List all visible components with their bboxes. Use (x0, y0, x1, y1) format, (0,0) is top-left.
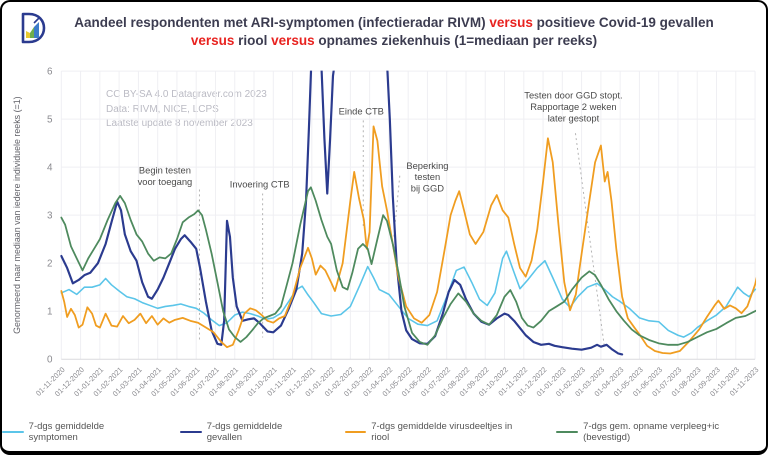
annotation-label-invoering-ctb: Invoering CTB (230, 180, 290, 190)
series-line-riool (60, 125, 757, 355)
legend-label-symptomen: 7-dgs gemiddelde symptomen (28, 421, 105, 443)
chart-legend: 7-dgs gemiddelde symptomen 7-dgs gemiddel… (2, 421, 766, 443)
legend-swatch-symptomen (2, 430, 24, 434)
annotation-label-begin-testen-voor-toegang: Begin testen voor toegang (138, 166, 193, 187)
annotation-label-einde-ctb: Einde CTB (339, 106, 384, 116)
title-segment: opnames ziekenhuis (1=mediaan per reeks) (314, 32, 598, 48)
watermark-updated: Laatste update 8 november 2023 (106, 118, 253, 129)
y-tick-label: 6 (47, 67, 53, 78)
title-segment: positieve Covid-19 gevallen (532, 15, 714, 30)
legend-swatch-riool (344, 430, 367, 434)
legend-item-gevallen: 7-dgs gemiddelde gevallen (180, 421, 319, 443)
y-tick-label: 0 (47, 355, 53, 366)
y-axis-labels: 0 1 2 3 4 5 6 (47, 67, 53, 366)
x-axis-labels: 01-11-202001-12-202001-01-202101-02-2021… (34, 365, 760, 398)
title-versus-word: versus (489, 15, 533, 30)
y-tick-label: 5 (47, 115, 53, 126)
series-line-symptomen (60, 250, 757, 338)
legend-swatch-gevallen (180, 430, 202, 434)
legend-swatch-opnames (556, 430, 579, 434)
title-versus-word: versus (271, 32, 315, 48)
title-segment: riool (234, 32, 272, 48)
annotations: Begin testen voor toegang Invoering CTB Ein… (138, 91, 623, 345)
legend-item-opnames: 7-dgs gem. opname verpleeg+ic (bevestigd… (556, 421, 766, 443)
watermark-license: CC BY-SA 4.0 Datagraver.com 2023 (106, 89, 267, 100)
y-axis-title: Genormeerd naar mediaan van iedere indiv… (12, 96, 22, 334)
title-versus-word: versus (190, 32, 235, 48)
gridlines (60, 70, 756, 360)
y-tick-label: 4 (47, 163, 53, 174)
chart-title: Aandeel respondenten met ARI-symptomen (… (74, 14, 714, 50)
series-lines (60, 70, 757, 356)
legend-label-gevallen: 7-dgs gemiddelde gevallen (206, 421, 283, 443)
legend-label-riool: 7-dgs gemiddelde virusdeeltjes in riool (371, 421, 513, 443)
watermark-sources: Data: RIVM, NICE, LCPS (106, 103, 219, 115)
datagraver-logo-icon (21, 12, 46, 44)
watermark-credits: CC BY-SA 4.0 Datagraver.com 2023 Data: R… (106, 88, 267, 132)
legend-item-riool: 7-dgs gemiddelde virusdeeltjes in riool (344, 421, 531, 443)
annotation-line-testen-door-ggd-stopt (574, 133, 605, 345)
y-tick-label: 3 (47, 211, 53, 222)
legend-label-opnames: 7-dgs gem. opname verpleeg+ic (bevestigd… (583, 421, 720, 443)
title-segment: Aandeel respondenten met ARI-symptomen (… (74, 15, 490, 30)
y-tick-label: 1 (47, 307, 52, 318)
annotation-label-testen-door-ggd-stopt: Testen door GGD stopt. Rapportage 2 weken… (524, 91, 622, 124)
annotation-label-beperking-testen-bij-ggd: Beperking testen bij GGD (406, 161, 448, 194)
series-line-opnames (60, 186, 757, 346)
series-line-gevallen (60, 70, 624, 356)
legend-item-symptomen: 7-dgs gemiddelde symptomen (2, 421, 154, 443)
y-tick-label: 2 (47, 259, 52, 270)
